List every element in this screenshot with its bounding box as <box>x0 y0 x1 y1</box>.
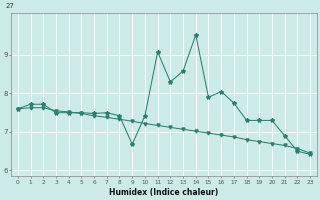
X-axis label: Humidex (Indice chaleur): Humidex (Indice chaleur) <box>109 188 219 197</box>
Text: 27: 27 <box>5 3 14 9</box>
